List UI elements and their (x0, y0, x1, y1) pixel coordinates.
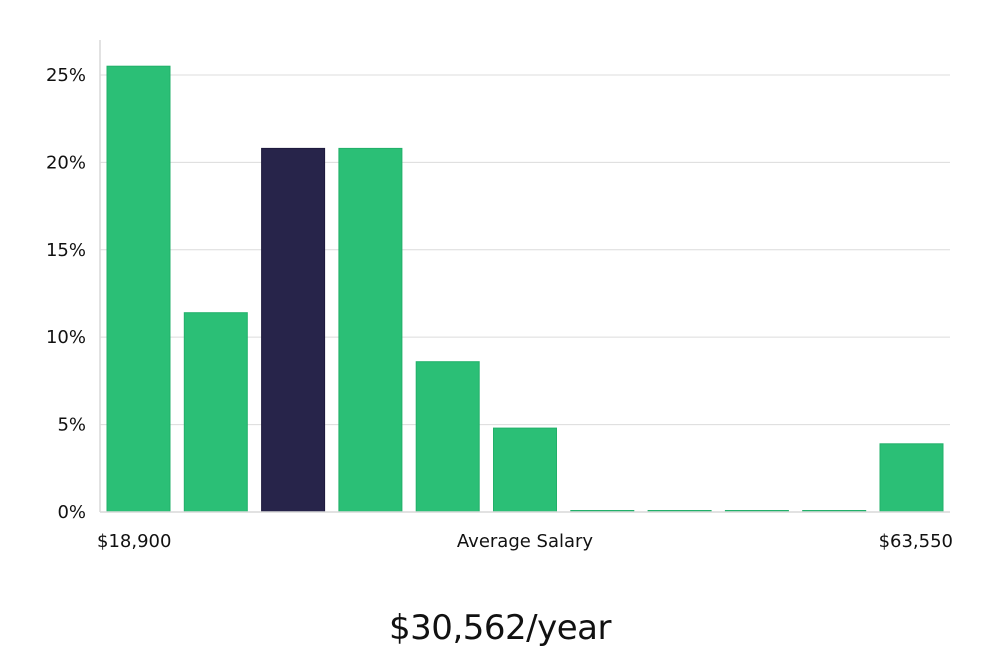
y-tick-label: 5% (57, 415, 86, 436)
x-min-label: $18,900 (97, 531, 171, 552)
y-tick-label: 25% (46, 65, 86, 86)
salary-histogram: 0%5%10%15%20%25% $18,900 Average Salary … (46, 40, 953, 552)
bar (183, 312, 248, 513)
y-tick-label: 15% (46, 240, 86, 261)
average-salary-headline: $30,562/year (389, 608, 611, 648)
y-tick-label: 0% (57, 502, 86, 523)
bar-highlighted (261, 147, 326, 513)
bar (493, 427, 557, 513)
bar (338, 147, 403, 513)
bar (415, 361, 480, 513)
y-tick-label: 10% (46, 327, 86, 348)
y-axis-ticks: 0% 5% 10% 15% 20% 25% (46, 65, 86, 523)
bar (879, 443, 944, 513)
bars (106, 65, 944, 513)
y-tick-label: 20% (46, 152, 86, 173)
x-axis-label: Average Salary (457, 531, 594, 552)
bar (106, 65, 171, 513)
x-max-label: $63,550 (879, 531, 953, 552)
